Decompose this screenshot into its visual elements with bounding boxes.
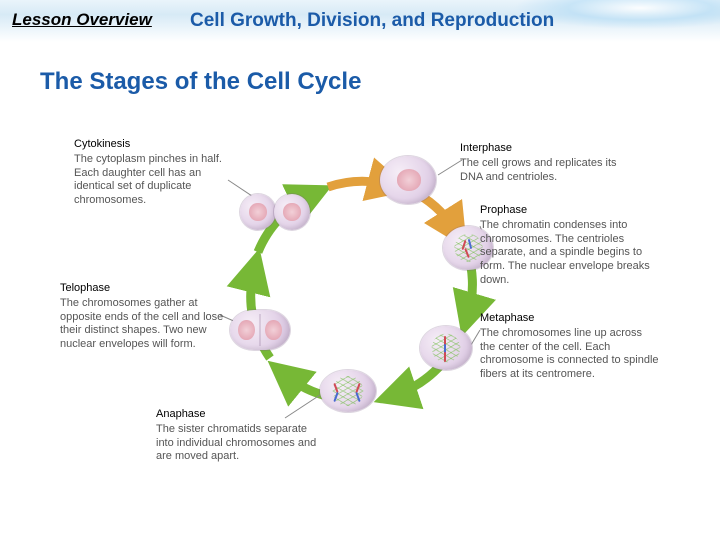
- stage-name: Anaphase: [156, 408, 326, 422]
- stage-desc: The chromosomes line up across the cente…: [480, 327, 659, 380]
- label-telophase: Telophase The chromosomes gather at oppo…: [60, 282, 230, 352]
- cell-cycle-diagram: Interphase The cell grows and replicates…: [60, 130, 660, 470]
- label-prophase: Prophase The chromatin condenses into ch…: [480, 204, 660, 288]
- label-cytokinesis: Cytokinesis The cytoplasm pinches in hal…: [74, 138, 234, 208]
- label-metaphase: Metaphase The chromosomes line up across…: [480, 312, 660, 382]
- stage-name: Interphase: [460, 142, 630, 156]
- cell-cytokinesis: [240, 190, 310, 234]
- cell-anaphase: [320, 370, 376, 412]
- cell-telophase: [230, 310, 290, 350]
- label-interphase: Interphase The cell grows and replicates…: [460, 142, 630, 184]
- stage-desc: The chromatin condenses into chromosomes…: [480, 219, 650, 286]
- stage-desc: The chromosomes gather at opposite ends …: [60, 297, 223, 350]
- stage-desc: The sister chromatids separate into indi…: [156, 423, 316, 463]
- cell-interphase: [380, 156, 436, 204]
- stage-name: Telophase: [60, 282, 230, 296]
- stage-desc: The cell grows and replicates its DNA an…: [460, 157, 617, 183]
- cell-metaphase: [420, 326, 472, 370]
- stage-name: Cytokinesis: [74, 138, 234, 152]
- stage-desc: The cytoplasm pinches in half. Each daug…: [74, 153, 222, 206]
- stage-name: Prophase: [480, 204, 660, 218]
- lesson-overview-label: Lesson Overview: [12, 10, 152, 30]
- stage-name: Metaphase: [480, 312, 660, 326]
- label-anaphase: Anaphase The sister chromatids separate …: [156, 408, 326, 464]
- page-title: The Stages of the Cell Cycle: [40, 68, 361, 96]
- chapter-title: Cell Growth, Division, and Reproduction: [190, 10, 554, 32]
